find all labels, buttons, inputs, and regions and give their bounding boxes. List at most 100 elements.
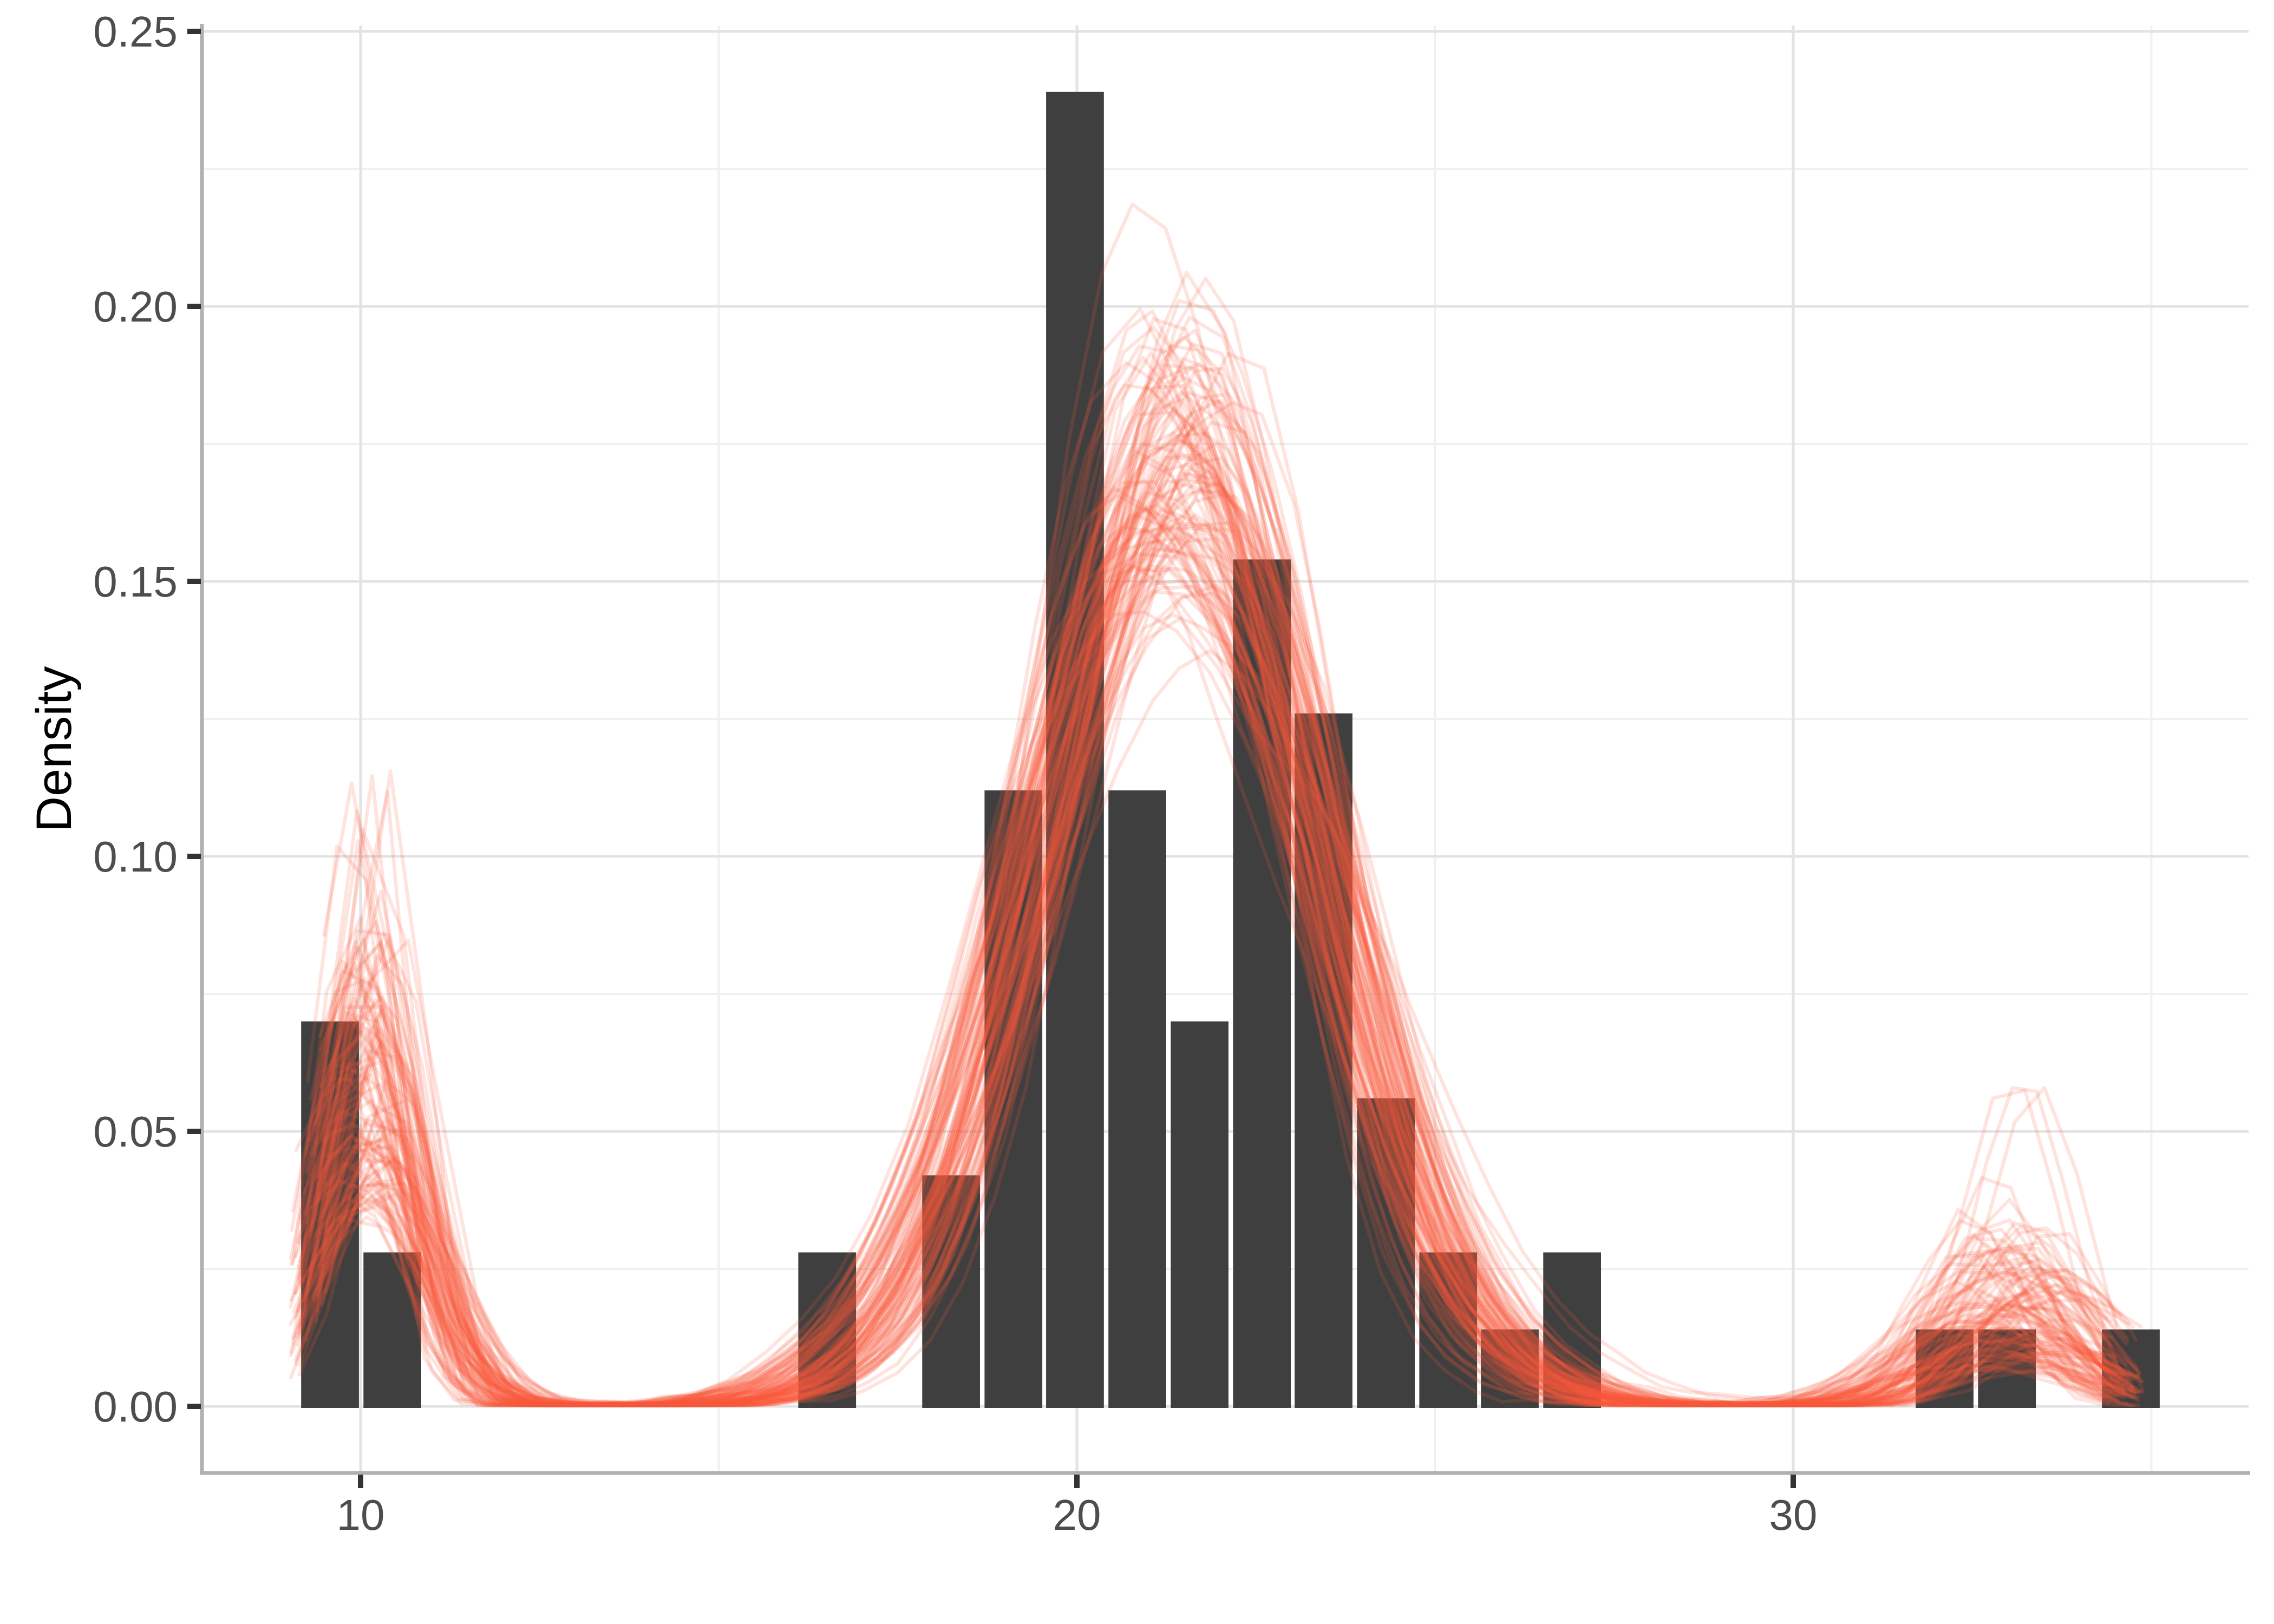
density-curve <box>324 552 2114 1407</box>
density-curve <box>316 476 2129 1407</box>
y-tick-label: 0.05 <box>93 1108 178 1156</box>
density-curve <box>297 307 2124 1407</box>
density-curve <box>321 505 2106 1407</box>
density-curve <box>304 502 2136 1407</box>
density-curve <box>324 454 2140 1407</box>
density-curve <box>297 335 2128 1407</box>
histogram-bar <box>1357 1098 1415 1408</box>
density-curve <box>290 567 2140 1407</box>
x-tick-labels: 10 20 30 <box>337 1491 1818 1539</box>
density-curve <box>313 471 2107 1407</box>
density-curve <box>313 431 2109 1407</box>
density-curve <box>325 375 2106 1407</box>
density-curve <box>297 539 2113 1407</box>
density-curve <box>293 522 2139 1407</box>
density-curve <box>291 515 2131 1407</box>
density-curve <box>303 563 2103 1407</box>
density-curve <box>297 568 2129 1407</box>
density-curve <box>289 390 2105 1407</box>
density-curve <box>313 488 2136 1407</box>
y-tick-label: 0.00 <box>93 1383 178 1431</box>
density-curve <box>324 565 2118 1407</box>
density-curve <box>318 489 2106 1407</box>
density-curve <box>291 356 2127 1407</box>
density-curve <box>298 366 2105 1407</box>
density-curve <box>289 317 2120 1407</box>
density-curve <box>308 271 2144 1407</box>
density-curve <box>320 525 2124 1407</box>
density-curve <box>315 513 2128 1407</box>
density-curve <box>303 486 2131 1407</box>
density-curve <box>293 493 2108 1407</box>
histogram-bar <box>1481 1329 1539 1408</box>
density-curve <box>311 585 2125 1407</box>
density-curve <box>321 383 2113 1407</box>
density-curve <box>296 342 2139 1407</box>
density-curve <box>316 546 2144 1407</box>
density-curve <box>300 479 2139 1407</box>
density-curve <box>313 344 2114 1407</box>
y-tick-label: 0.25 <box>93 8 178 56</box>
density-curve <box>325 507 2119 1407</box>
density-curve <box>321 513 2107 1407</box>
density-curve <box>289 505 2120 1407</box>
density-curve <box>290 384 2140 1407</box>
density-curve <box>325 442 2120 1407</box>
density-curve <box>295 525 2105 1407</box>
density-curve <box>294 564 2109 1407</box>
density-curve <box>297 392 2133 1407</box>
density-curve <box>309 451 2121 1407</box>
histogram-bar <box>1419 1252 1478 1408</box>
histogram-bar <box>1543 1252 1601 1408</box>
histogram-bar <box>1171 1021 1229 1408</box>
density-curve <box>300 362 2140 1407</box>
histogram-bar <box>798 1252 857 1408</box>
y-axis-title: Density <box>27 666 82 833</box>
density-curve <box>324 524 2129 1407</box>
density-curve <box>306 344 2109 1407</box>
density-curve <box>296 421 2118 1407</box>
histogram-bars <box>301 91 2160 1408</box>
density-curve <box>298 479 2112 1407</box>
density-curve <box>318 277 2145 1407</box>
x-tick-label: 20 <box>1053 1491 1101 1539</box>
density-curve <box>318 617 2137 1407</box>
density-curve <box>314 466 2105 1407</box>
density-curve <box>324 357 2118 1407</box>
density-curve <box>293 325 2144 1407</box>
density-curve <box>291 299 2110 1407</box>
density-curve <box>294 462 2144 1407</box>
density-curve <box>302 424 2126 1407</box>
density-curve <box>322 610 2112 1407</box>
histogram-bar <box>1108 790 1166 1408</box>
density-curve <box>299 401 2122 1407</box>
density-curve <box>309 202 2135 1407</box>
density-curve <box>309 456 2133 1407</box>
density-curve <box>316 472 2106 1407</box>
axis-lines <box>200 24 2250 1475</box>
density-curve <box>319 442 2142 1407</box>
density-curve <box>289 480 2133 1407</box>
density-curve <box>297 613 2103 1407</box>
histogram-bar <box>1978 1329 2036 1408</box>
density-curve <box>298 537 2135 1407</box>
density-curve <box>299 449 2124 1407</box>
density-curve <box>323 420 2113 1407</box>
histogram-bar <box>363 1252 421 1408</box>
density-curve <box>293 384 2113 1407</box>
y-tick-label: 0.15 <box>93 558 178 606</box>
density-curve <box>316 406 2133 1407</box>
density-curve <box>292 579 2126 1407</box>
density-curve <box>306 315 2125 1407</box>
density-curve <box>299 536 2138 1407</box>
density-curve <box>314 479 2139 1407</box>
density-curve <box>306 584 2106 1407</box>
density-curve <box>322 365 2114 1407</box>
density-curve <box>316 455 2143 1407</box>
gridlines-minor <box>202 25 2249 1471</box>
density-curve <box>323 390 2127 1407</box>
density-curve <box>290 328 2137 1407</box>
density-curve <box>316 431 2119 1407</box>
density-curve <box>304 591 2134 1407</box>
